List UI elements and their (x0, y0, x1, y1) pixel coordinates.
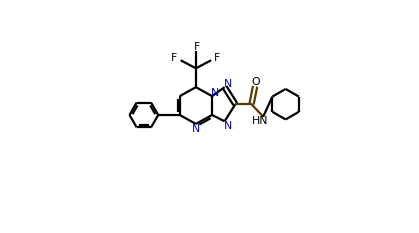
Text: O: O (252, 77, 260, 87)
Text: N: N (211, 88, 219, 98)
Text: F: F (171, 53, 178, 63)
Text: N: N (192, 124, 200, 134)
Text: N: N (224, 79, 232, 89)
Text: F: F (214, 53, 220, 63)
Text: N: N (224, 121, 232, 131)
Text: F: F (194, 42, 200, 52)
Text: HN: HN (252, 116, 269, 126)
